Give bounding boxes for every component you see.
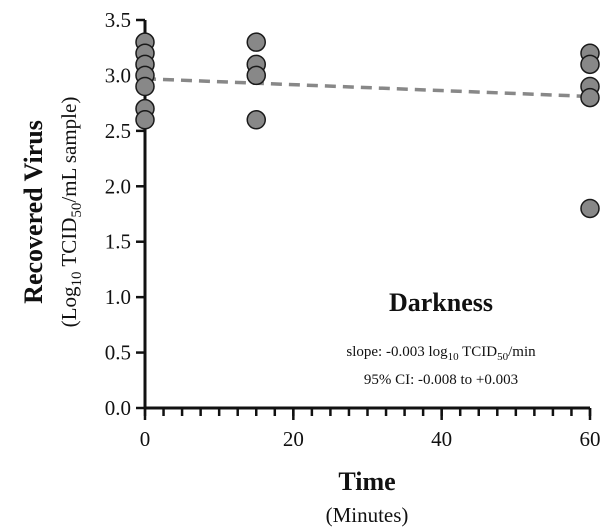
y-axis-label: Recovered Virus [19,120,48,304]
y-axis-sublabel: (Log10 TCID50/mL sample) [57,97,85,328]
ci-annotation: 95% CI: -0.008 to +0.003 [364,372,518,388]
x-tick-label: 20 [283,427,304,451]
data-point [135,76,155,97]
y-tick-label: 0.5 [105,341,131,365]
x-tick-label: 60 [580,427,601,451]
x-axis-ticks: 0 20 40 60 [140,408,601,451]
data-point [580,54,600,75]
data-points [135,32,600,219]
y-tick-label: 1.0 [105,285,131,309]
data-point [246,65,266,86]
x-axis-label: Time [338,467,395,496]
fit-line-group [144,77,591,99]
y-tick-label: 2.0 [105,174,131,198]
x-tick-label: 0 [140,427,151,451]
y-tick-label: 3.5 [105,8,131,32]
data-point [246,32,266,52]
fit-line [144,77,591,99]
chart-title: Darkness [389,288,493,317]
data-point [135,110,155,130]
y-tick-label: 0.0 [105,396,131,420]
data-point [246,110,266,130]
data-point [580,87,600,108]
slope-annotation: slope: -0.003 log10 TCID50/min [346,344,536,363]
x-tick-label: 40 [431,427,452,451]
y-tick-label: 2.5 [105,119,131,143]
y-tick-label: 3.0 [105,63,131,87]
data-point [580,198,600,219]
y-tick-label: 1.5 [105,230,131,254]
x-axis-sublabel: (Minutes) [326,503,409,527]
y-axis-ticks: 0.0 0.5 1.0 1.5 2.0 2.5 3.0 3.5 [105,8,145,420]
